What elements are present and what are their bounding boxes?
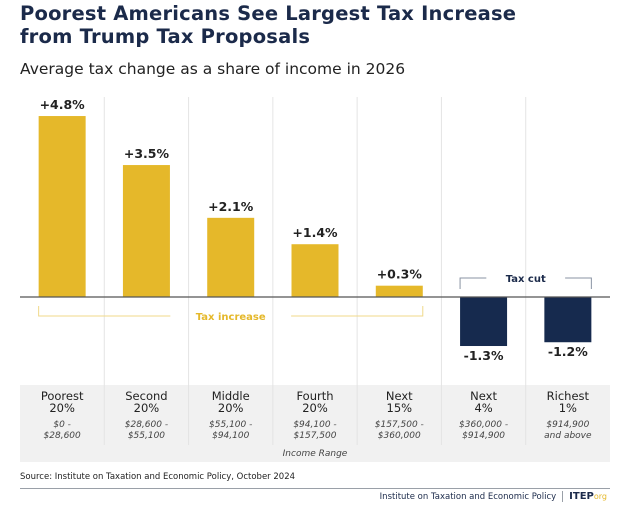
footer: Institute on Taxation and Economic Polic… [380, 491, 607, 502]
category-label: 20% [134, 401, 160, 415]
bracket-tax-increase [38, 306, 424, 317]
bar-1 [38, 116, 86, 297]
data-label-4: +1.4% [292, 225, 338, 240]
bar-6 [460, 297, 508, 347]
data-label-5: +0.3% [377, 267, 423, 282]
category-label: 20% [49, 401, 75, 415]
footer-divider [20, 488, 610, 489]
category-band [20, 385, 610, 462]
data-label-7: -1.2% [548, 344, 588, 359]
income-range-label: $360,000 - [459, 420, 508, 430]
income-range-label: $55,100 [128, 431, 165, 441]
income-range-label: $28,600 [44, 431, 81, 441]
category-label: Next [386, 389, 413, 403]
title-line-2: from Trump Tax Proposals [20, 25, 311, 48]
category-label: 20% [302, 401, 328, 415]
bracket-tax-cut [459, 277, 592, 289]
source-note: Source: Institute on Taxation and Econom… [20, 472, 296, 482]
data-label-3: +2.1% [208, 199, 254, 214]
income-range-label: $28,600 - [125, 420, 168, 430]
income-range-label: $55,100 - [209, 420, 252, 430]
category-label: 4% [474, 401, 492, 415]
title-line-1: Poorest Americans See Largest Tax Increa… [20, 2, 517, 25]
category-label: Middle [212, 389, 250, 403]
income-range-label: $914,900 [462, 431, 505, 441]
itep-logo: ITEPorg [569, 491, 607, 502]
category-label: 20% [218, 401, 244, 415]
bar-2 [122, 165, 170, 297]
category-label: Poorest [41, 389, 84, 403]
category-label: Second [125, 389, 167, 403]
category-label: Richest [547, 389, 590, 403]
annotation-tax-increase: Tax increase [196, 312, 266, 323]
income-range-label: $94,100 [212, 431, 249, 441]
category-label: Next [470, 389, 497, 403]
footer-separator [562, 491, 564, 502]
category-label: 15% [387, 401, 413, 415]
org-name: Institute on Taxation and Economic Polic… [379, 491, 557, 502]
income-range-label: $360,000 [378, 431, 421, 441]
chart-subtitle: Average tax change as a share of income … [20, 60, 406, 78]
income-range-label: $157,500 - [375, 420, 424, 430]
income-range-label: $157,500 [294, 431, 337, 441]
income-range-label: $914,900 [546, 420, 589, 430]
x-axis-label: Income Range [283, 449, 348, 459]
bar-7 [544, 297, 592, 343]
data-label-2: +3.5% [124, 146, 170, 161]
category-label: 1% [559, 401, 577, 415]
bar-5 [375, 285, 423, 297]
data-label-6: -1.3% [464, 348, 504, 363]
income-range-label: $94,100 - [293, 420, 336, 430]
chart-title: Poorest Americans See Largest Tax Increa… [20, 2, 516, 48]
income-range-label: and above [544, 431, 592, 441]
bar-3 [207, 217, 255, 297]
bar-4 [291, 244, 339, 297]
data-label-1: +4.8% [40, 97, 86, 112]
category-label: Fourth [296, 389, 333, 403]
annotation-tax-cut: Tax cut [506, 274, 546, 285]
income-range-label: $0 - [53, 420, 71, 430]
